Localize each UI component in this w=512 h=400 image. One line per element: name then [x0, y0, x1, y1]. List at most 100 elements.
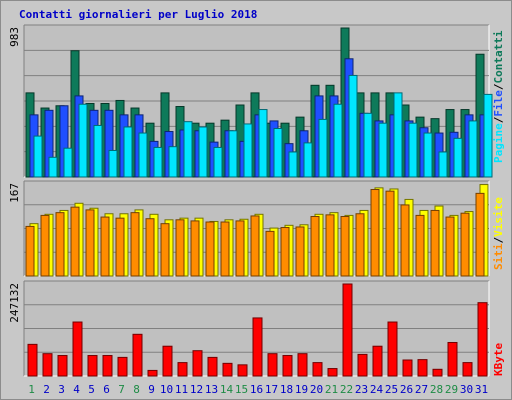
bar-top-pagine-31	[483, 93, 493, 178]
x-tick-label-12: 12	[190, 383, 203, 396]
bar-middle-siti-27	[415, 214, 425, 277]
bar-top-pagine-24	[378, 122, 388, 178]
bar-bottom-kbyte-25	[387, 321, 398, 377]
x-tick-label-4: 4	[73, 383, 80, 396]
bar-middle-siti-29	[445, 216, 455, 277]
x-tick-label-29: 29	[445, 383, 458, 396]
bar-middle-siti-12	[190, 220, 200, 277]
bar-bottom-kbyte-21	[327, 368, 338, 377]
bar-middle-siti-21	[325, 214, 335, 277]
bar-middle-siti-2	[40, 214, 50, 277]
x-tick-label-20: 20	[310, 383, 323, 396]
bar-bottom-kbyte-5	[87, 355, 98, 377]
x-tick-label-23: 23	[355, 383, 368, 396]
ylabel-max-bottom: 247132	[8, 283, 21, 323]
bar-bottom-kbyte-15	[237, 364, 248, 377]
bar-top-pagine-1	[33, 135, 43, 178]
bar-top-pagine-25	[393, 92, 403, 178]
bar-middle-siti-28	[430, 209, 440, 277]
bar-top-pagine-16	[258, 109, 268, 178]
legend-files: File	[492, 90, 505, 117]
bar-bottom-kbyte-12	[192, 350, 203, 377]
bar-bottom-kbyte-30	[462, 362, 473, 377]
bar-bottom-kbyte-11	[177, 362, 188, 377]
bar-middle-siti-5	[85, 209, 95, 277]
x-tick-label-7: 7	[118, 383, 125, 396]
bar-bottom-kbyte-8	[132, 333, 143, 377]
legend-sites: Siti	[492, 243, 505, 270]
bar-middle-siti-16	[250, 215, 260, 277]
bar-bottom-kbyte-4	[72, 321, 83, 377]
x-tick-label-14: 14	[220, 383, 234, 396]
ylabel-max-middle: 167	[8, 183, 21, 203]
bar-top-pagine-12	[198, 126, 208, 178]
bar-middle-siti-20	[310, 216, 320, 277]
bar-middle-siti-30	[460, 212, 470, 277]
bar-top-pagine-19	[303, 142, 313, 178]
legend-kbytes: KByte	[492, 343, 505, 376]
bar-bottom-kbyte-10	[162, 345, 173, 377]
bar-middle-siti-9	[145, 218, 155, 277]
bar-top-pagine-17	[273, 127, 283, 178]
bar-top-pagine-5	[93, 124, 103, 178]
bar-bottom-kbyte-9	[147, 369, 158, 377]
bar-bottom-kbyte-27	[417, 359, 428, 377]
x-tick-label-21: 21	[325, 383, 338, 396]
bar-middle-siti-13	[205, 221, 215, 277]
bar-middle-siti-23	[355, 213, 365, 277]
bar-middle-siti-11	[175, 219, 185, 277]
bar-middle-siti-3	[55, 212, 65, 277]
bar-middle-siti-26	[400, 204, 410, 277]
legend-hits: Contatti	[492, 30, 505, 83]
x-tick-label-16: 16	[250, 383, 263, 396]
x-tick-label-25: 25	[385, 383, 398, 396]
bar-top-pagine-20	[318, 118, 328, 178]
bar-top-pagine-14	[228, 130, 238, 178]
bar-bottom-kbyte-16	[252, 317, 263, 377]
bar-middle-siti-22	[340, 216, 350, 277]
bar-top-pagine-2	[48, 156, 58, 178]
bar-top-pagine-18	[288, 151, 298, 178]
x-tick-label-18: 18	[280, 383, 293, 396]
bar-top-pagine-10	[168, 146, 178, 178]
bar-bottom-kbyte-13	[207, 356, 218, 377]
bar-top-pagine-23	[363, 112, 373, 178]
bar-top-pagine-15	[243, 123, 253, 178]
bar-bottom-kbyte-14	[222, 362, 233, 377]
x-tick-label-5: 5	[88, 383, 95, 396]
x-tick-label-2: 2	[43, 383, 50, 396]
x-tick-label-13: 13	[205, 383, 218, 396]
legend-bottom: KByte	[492, 343, 505, 376]
x-tick-label-6: 6	[103, 383, 110, 396]
bar-top-pagine-21	[333, 103, 343, 178]
x-tick-label-3: 3	[58, 383, 65, 396]
x-tick-label-22: 22	[340, 383, 353, 396]
bar-middle-siti-31	[475, 192, 485, 277]
bar-top-pagine-7	[123, 126, 133, 178]
bar-middle-siti-8	[130, 212, 140, 277]
bar-top-pagine-6	[108, 149, 118, 178]
bar-top-pagine-4	[78, 103, 88, 178]
x-tick-label-30: 30	[460, 383, 473, 396]
bar-bottom-kbyte-20	[312, 362, 323, 377]
legend-sep2: /	[492, 83, 505, 90]
x-tick-label-10: 10	[160, 383, 173, 396]
bar-middle-siti-24	[370, 189, 380, 277]
bar-middle-siti-18	[280, 227, 290, 277]
bar-bottom-kbyte-2	[42, 353, 53, 377]
bar-middle-siti-15	[235, 220, 245, 277]
bar-bottom-kbyte-7	[117, 356, 128, 377]
bar-middle-siti-6	[100, 216, 110, 277]
x-tick-label-15: 15	[235, 383, 248, 396]
bar-bottom-kbyte-23	[357, 353, 368, 377]
legend-top: Pagine/File/Contatti	[492, 30, 505, 163]
bar-bottom-kbyte-6	[102, 355, 113, 377]
bar-top-pagine-29	[453, 137, 463, 178]
x-tick-label-24: 24	[370, 383, 384, 396]
bar-top-pagine-11	[183, 121, 193, 178]
bar-top-pagine-22	[348, 74, 358, 178]
bar-middle-siti-10	[160, 223, 170, 277]
bar-bottom-kbyte-24	[372, 345, 383, 377]
legend-sep: /	[492, 237, 505, 244]
